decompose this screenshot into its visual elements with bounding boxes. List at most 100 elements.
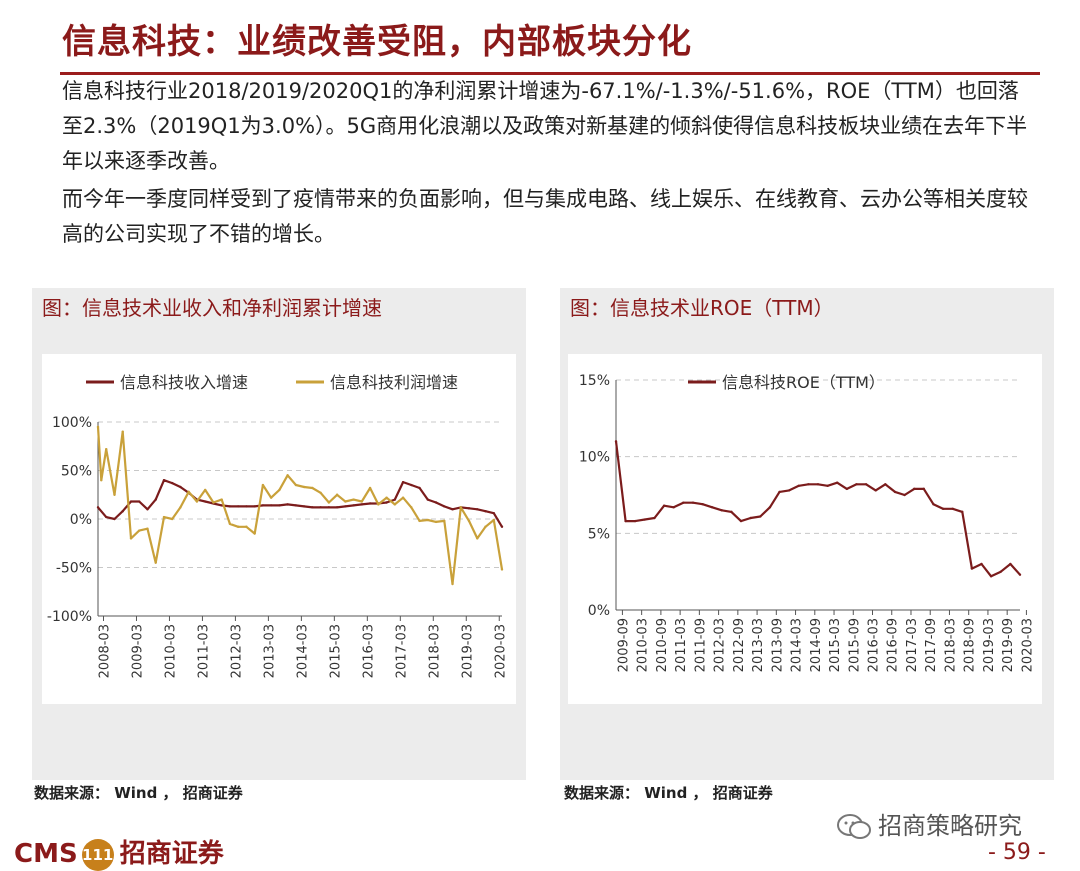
x-tick-label: 2013-03 bbox=[751, 618, 766, 672]
data-point bbox=[393, 503, 397, 506]
data-point bbox=[121, 510, 124, 513]
data-point bbox=[459, 506, 462, 509]
data-point bbox=[335, 506, 339, 509]
data-point bbox=[195, 500, 199, 503]
x-tick-label: 2016-03 bbox=[361, 624, 376, 678]
data-point bbox=[492, 511, 495, 515]
data-point bbox=[319, 491, 322, 495]
title-divider bbox=[60, 72, 1040, 75]
data-point bbox=[236, 525, 240, 528]
data-point bbox=[253, 505, 256, 508]
data-point bbox=[154, 561, 157, 564]
data-point bbox=[335, 493, 339, 496]
data-point bbox=[261, 483, 265, 487]
data-point bbox=[146, 508, 149, 511]
y-tick-label: 100% bbox=[52, 415, 92, 431]
data-point bbox=[385, 496, 388, 499]
data-point bbox=[129, 500, 133, 503]
data-point bbox=[787, 489, 791, 492]
data-point bbox=[1018, 573, 1022, 576]
data-point bbox=[311, 486, 314, 490]
data-point bbox=[203, 500, 207, 503]
x-tick-label: 2012-09 bbox=[732, 618, 747, 672]
data-point bbox=[467, 507, 471, 510]
x-tick-label: 2015-03 bbox=[328, 624, 343, 678]
data-point bbox=[1009, 562, 1012, 566]
data-point bbox=[500, 525, 504, 528]
data-point bbox=[171, 517, 174, 521]
x-tick-label: 2008-03 bbox=[97, 624, 112, 678]
data-point bbox=[319, 506, 322, 509]
data-point bbox=[951, 507, 954, 510]
data-point bbox=[352, 504, 355, 507]
data-point bbox=[893, 490, 897, 494]
data-point bbox=[941, 507, 945, 510]
y-tick-label: 5% bbox=[588, 526, 610, 542]
data-point bbox=[434, 501, 438, 504]
data-point bbox=[768, 506, 772, 509]
data-point bbox=[212, 501, 215, 504]
data-point bbox=[720, 509, 724, 512]
data-point bbox=[999, 570, 1002, 573]
data-point bbox=[286, 503, 289, 506]
data-point bbox=[269, 496, 273, 499]
x-tick-label: 2015-09 bbox=[847, 618, 862, 672]
data-point bbox=[121, 430, 124, 433]
data-point bbox=[393, 498, 397, 501]
data-point bbox=[146, 527, 149, 530]
data-point bbox=[864, 483, 868, 486]
data-point bbox=[701, 503, 704, 506]
x-tick-label: 2017-03 bbox=[394, 624, 409, 678]
x-tick-label: 2020-03 bbox=[1020, 618, 1035, 672]
legend-label: 信息科技ROE（TTM） bbox=[722, 373, 885, 392]
y-tick-label: 0% bbox=[588, 603, 610, 619]
chart-title: 图：信息技术业收入和净利润累计增速 bbox=[42, 296, 382, 320]
data-point bbox=[903, 493, 906, 497]
data-point bbox=[327, 506, 331, 509]
data-point bbox=[228, 522, 232, 526]
data-point bbox=[634, 519, 637, 523]
y-tick-label: 10% bbox=[579, 450, 610, 466]
data-point bbox=[500, 568, 504, 571]
data-point bbox=[418, 486, 421, 490]
data-point bbox=[643, 518, 647, 521]
data-point bbox=[662, 504, 666, 507]
plot-area: 100% 50% 0% -50% -100% 2008-03 2009-03 2010-03 2… bbox=[42, 354, 516, 704]
page-title: 信息科技：业绩改善受阻，内部板块分化 bbox=[62, 22, 692, 62]
data-point bbox=[294, 483, 298, 487]
data-point bbox=[96, 506, 100, 509]
data-point bbox=[245, 505, 248, 508]
data-point bbox=[278, 504, 281, 507]
data-point bbox=[874, 489, 877, 492]
x-tick-label: 2016-03 bbox=[867, 618, 882, 672]
data-point bbox=[401, 496, 405, 499]
y-tick-label: 0% bbox=[70, 512, 92, 528]
data-point bbox=[311, 506, 314, 509]
data-point bbox=[443, 519, 446, 523]
data-point bbox=[179, 506, 182, 509]
x-tick-label: 2018-03 bbox=[943, 618, 958, 672]
roe-chart: 15% 10% 5% 0% 2009-09 2010-03 2010-09 2011-03 20… bbox=[579, 373, 1036, 672]
data-point bbox=[138, 529, 141, 532]
data-point bbox=[352, 498, 355, 501]
data-point bbox=[961, 510, 964, 514]
data-point bbox=[884, 483, 887, 486]
data-point bbox=[179, 485, 182, 489]
x-tick-label: 2018-03 bbox=[427, 624, 442, 678]
data-point bbox=[113, 517, 116, 521]
data-point bbox=[426, 498, 429, 501]
plot-area: 15% 10% 5% 0% 2009-09 2010-03 2010-09 2011-03 20… bbox=[568, 354, 1042, 704]
legend-label: 信息科技利润增速 bbox=[330, 373, 458, 392]
data-point bbox=[360, 503, 364, 506]
x-tick-label: 2010-03 bbox=[163, 624, 178, 678]
data-point bbox=[401, 480, 405, 484]
data-point bbox=[749, 516, 752, 520]
data-point bbox=[912, 487, 916, 491]
page-number: - 59 - bbox=[988, 840, 1046, 865]
x-tick-label: 2017-03 bbox=[905, 618, 920, 672]
x-tick-label: 2014-03 bbox=[295, 624, 310, 678]
x-tick-label: 2011-09 bbox=[693, 618, 708, 672]
data-point bbox=[302, 485, 306, 489]
chart-title: 图：信息技术业ROE（TTM） bbox=[570, 296, 834, 320]
x-tick-label: 2011-03 bbox=[674, 618, 689, 672]
